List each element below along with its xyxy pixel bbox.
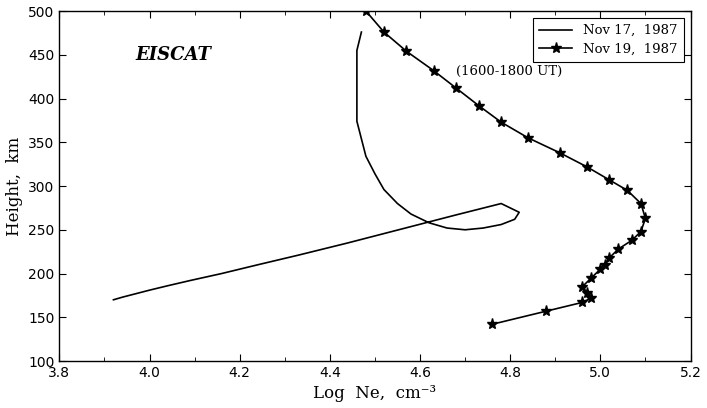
Legend: Nov 17,  1987, Nov 19,  1987: Nov 17, 1987, Nov 19, 1987 <box>532 18 684 62</box>
Text: (1600-1800 UT): (1600-1800 UT) <box>456 65 562 78</box>
Text: EISCAT: EISCAT <box>135 46 211 64</box>
Y-axis label: Height,  km: Height, km <box>6 136 23 236</box>
X-axis label: Log  Ne,  cm⁻³: Log Ne, cm⁻³ <box>313 386 436 402</box>
